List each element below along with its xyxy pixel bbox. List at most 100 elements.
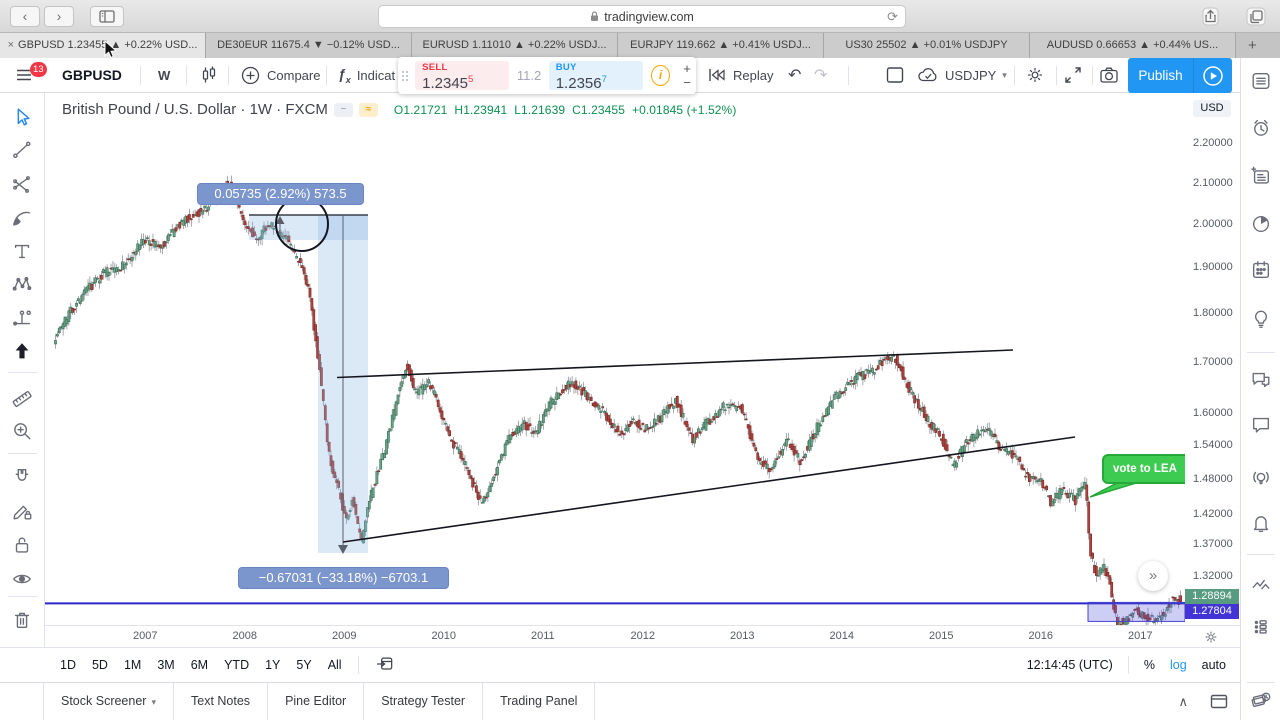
zoom-in-icon[interactable] bbox=[11, 420, 33, 442]
panel-tab-strategy-tester[interactable]: Strategy Tester bbox=[364, 683, 484, 720]
go-to-date-button[interactable] bbox=[375, 654, 395, 677]
range-button-3m[interactable]: 3M bbox=[157, 658, 175, 672]
browser-tab[interactable]: EURUSD 1.11010 ▲ +0.22% USDJ... bbox=[412, 33, 618, 58]
drawing-mode-icon[interactable] bbox=[11, 500, 33, 522]
panel-tab-stock-screener[interactable]: Stock Screener ▾ bbox=[43, 683, 174, 720]
price-axis[interactable]: USD 1.28894 1.27804 2.20000 2.10000 2.0000… bbox=[1185, 93, 1240, 625]
time-axis[interactable]: 2007 2008 2009 2010 2011 2012 2013 2014 2015 2016… bbox=[45, 625, 1240, 647]
hotlists-icon[interactable] bbox=[1250, 213, 1272, 235]
cursor-icon[interactable] bbox=[11, 106, 33, 128]
data-window-icon[interactable] bbox=[1250, 165, 1272, 187]
panel-tab-pine-editor[interactable]: Pine Editor bbox=[268, 683, 365, 720]
arrow-up-icon[interactable] bbox=[11, 340, 33, 362]
range-button-1y[interactable]: 1Y bbox=[265, 658, 281, 672]
percent-scale-button[interactable]: % bbox=[1143, 658, 1155, 672]
ruler-icon[interactable] bbox=[11, 386, 33, 408]
buy-button[interactable]: BUY 1.23567 bbox=[548, 61, 644, 91]
callout-bubble[interactable]: vote to LEA bbox=[1102, 454, 1185, 484]
new-tab-button[interactable]: + bbox=[1236, 33, 1280, 58]
magnet-icon[interactable] bbox=[11, 466, 33, 488]
lock-icon[interactable] bbox=[11, 534, 33, 556]
panel-tab-trading-panel[interactable]: Trading Panel bbox=[483, 683, 596, 720]
indicators-button[interactable]: ƒx Indicat bbox=[338, 58, 395, 92]
candlestick-chart[interactable] bbox=[45, 93, 1185, 625]
reload-icon[interactable]: ⟳ bbox=[887, 9, 898, 24]
browser-tab[interactable]: EURJPY 119.662 ▲ +0.41% USDJ... bbox=[618, 33, 824, 58]
browser-sidebar-button[interactable] bbox=[90, 6, 124, 27]
private-chat-icon[interactable] bbox=[1250, 414, 1272, 436]
range-button-5d[interactable]: 5D bbox=[91, 658, 108, 672]
public-chats-icon[interactable] bbox=[1250, 369, 1272, 391]
axis-settings-button[interactable] bbox=[1203, 629, 1219, 645]
trash-icon[interactable] bbox=[11, 609, 33, 631]
source-chip-icon[interactable]: − bbox=[333, 102, 353, 117]
dom-icon[interactable] bbox=[1250, 616, 1272, 638]
range-button-all[interactable]: All bbox=[327, 658, 342, 672]
url-text: tradingview.com bbox=[604, 9, 694, 24]
info-icon[interactable]: i bbox=[651, 65, 670, 86]
address-bar[interactable]: tradingview.com ⟳ bbox=[378, 5, 906, 28]
auto-scale-button[interactable]: auto bbox=[1201, 658, 1226, 672]
paper-trading-icon[interactable] bbox=[1250, 689, 1272, 711]
streams-icon[interactable] bbox=[1250, 467, 1272, 489]
range-button-5y[interactable]: 5Y bbox=[296, 658, 312, 672]
delay-chip-icon[interactable]: ≈ bbox=[358, 102, 378, 117]
alerts-icon[interactable] bbox=[1250, 117, 1272, 139]
currency-pill[interactable]: USD bbox=[1193, 100, 1231, 117]
tabs-overview-button[interactable] bbox=[1243, 5, 1269, 28]
sell-button[interactable]: SELL 1.23455 bbox=[415, 61, 510, 91]
clock[interactable]: 12:14:45 (UTC) bbox=[1026, 658, 1113, 672]
range-button-1m[interactable]: 1M bbox=[123, 658, 142, 672]
measure-label-down[interactable]: −0.67031 (−33.18%) −6703.1 bbox=[238, 567, 449, 589]
interval-button[interactable]: W bbox=[158, 67, 171, 83]
settings-button[interactable] bbox=[1024, 58, 1046, 92]
ideas-icon[interactable] bbox=[1250, 307, 1272, 329]
browser-tab[interactable]: DE30EUR 11675.4 ▼ −0.12% USD... bbox=[206, 33, 412, 58]
browser-tab[interactable]: AUDUSD 0.66653 ▲ +0.44% US... bbox=[1030, 33, 1236, 58]
chart-style-button[interactable] bbox=[198, 58, 220, 92]
qty-minus-button[interactable]: − bbox=[683, 74, 691, 90]
log-scale-button[interactable]: log bbox=[1169, 658, 1187, 672]
publish-button[interactable]: Publish bbox=[1138, 68, 1183, 83]
eye-icon[interactable] bbox=[11, 568, 33, 590]
undo-button[interactable]: ↶ bbox=[788, 67, 802, 84]
cloud-save-selector[interactable]: USDJPY ▾ bbox=[916, 58, 1007, 92]
measure-label-up[interactable]: 0.05735 (2.92%) 573.5 bbox=[197, 183, 364, 205]
fullscreen-button[interactable] bbox=[1062, 58, 1084, 92]
browser-tab[interactable]: × GBPUSD 1.23455 ▲ +0.22% USD... bbox=[0, 33, 206, 58]
snapshot-button[interactable] bbox=[1098, 58, 1120, 92]
range-button-ytd[interactable]: YTD bbox=[224, 658, 250, 672]
replay-button[interactable]: Replay bbox=[706, 58, 773, 92]
drag-handle[interactable] bbox=[402, 70, 409, 81]
forecast-icon[interactable] bbox=[11, 307, 33, 329]
publish-play-button[interactable] bbox=[1194, 65, 1232, 87]
panel-tab-text-notes[interactable]: Text Notes bbox=[174, 683, 269, 720]
browser-forward-button[interactable]: › bbox=[44, 6, 74, 27]
range-button-1d[interactable]: 1D bbox=[60, 658, 76, 672]
qty-plus-button[interactable]: + bbox=[683, 60, 691, 76]
notifications-icon[interactable] bbox=[1250, 512, 1272, 534]
maximize-panel-icon[interactable] bbox=[1210, 694, 1228, 709]
collapse-panel-button[interactable]: ∧ bbox=[1178, 693, 1188, 709]
gann-fib-icon[interactable] bbox=[11, 173, 33, 195]
close-tab-icon[interactable]: × bbox=[7, 39, 15, 51]
chart-title[interactable]: British Pound / U.S. Dollar · 1W · FXCM bbox=[62, 101, 328, 118]
browser-tab[interactable]: US30 25502 ▲ +0.01% USDJPY bbox=[824, 33, 1030, 58]
layout-button[interactable] bbox=[884, 58, 906, 92]
redo-button[interactable]: ↷ bbox=[814, 67, 828, 84]
trend-line-icon[interactable] bbox=[11, 139, 33, 161]
symbol-button[interactable]: GBPUSD bbox=[62, 67, 122, 83]
xabcd-pattern-icon[interactable] bbox=[11, 273, 33, 295]
compare-button[interactable]: Compare bbox=[240, 58, 320, 92]
brush-icon[interactable] bbox=[11, 206, 33, 228]
range-button-6m[interactable]: 6M bbox=[190, 658, 209, 672]
chart-area[interactable]: British Pound / U.S. Dollar · 1W · FXCM … bbox=[45, 93, 1185, 625]
main-menu-button[interactable] bbox=[14, 58, 34, 92]
my-ideas-icon[interactable] bbox=[1250, 574, 1272, 596]
browser-back-button[interactable]: ‹ bbox=[10, 6, 40, 27]
watchlist-icon[interactable] bbox=[1250, 70, 1272, 92]
share-button[interactable] bbox=[1198, 5, 1222, 28]
text-icon[interactable] bbox=[11, 240, 33, 262]
scroll-to-realtime-button[interactable]: » bbox=[1138, 561, 1168, 591]
calendar-icon[interactable] bbox=[1250, 259, 1272, 281]
